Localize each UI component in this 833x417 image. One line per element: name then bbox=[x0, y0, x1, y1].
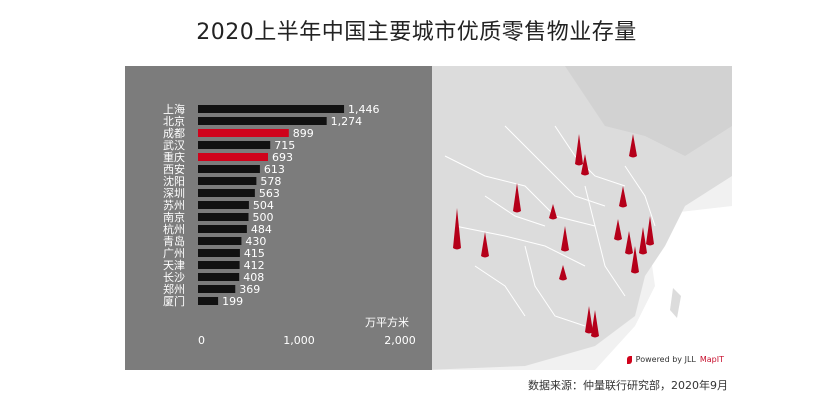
category-label: 杭州 bbox=[163, 222, 185, 236]
bar-panel: 上海 1,446 北京 1,274 成都 899 武汉 715 重庆 693 西安 613 沈阳 578 深… bbox=[125, 66, 432, 370]
value-label: 715 bbox=[274, 139, 295, 152]
category-label: 苏州 bbox=[163, 199, 185, 212]
bar bbox=[198, 189, 255, 197]
city-spike bbox=[619, 186, 627, 208]
chart-figure: 上海 1,446 北京 1,274 成都 899 武汉 715 重庆 693 西安 613 沈阳 578 深… bbox=[125, 66, 732, 370]
city-spike bbox=[559, 265, 567, 281]
bar bbox=[198, 153, 268, 161]
bar bbox=[198, 105, 345, 113]
city-spike bbox=[614, 219, 622, 241]
value-label: 1,446 bbox=[348, 103, 380, 116]
x-tick-label: 2,000 bbox=[384, 334, 416, 347]
province-border bbox=[484, 195, 546, 227]
jll-mark-icon bbox=[626, 355, 632, 364]
category-label: 深圳 bbox=[163, 187, 185, 200]
bar-chart: 上海 1,446 北京 1,274 成都 899 武汉 715 重庆 693 西安 613 沈阳 578 深… bbox=[163, 102, 416, 347]
city-spike bbox=[453, 208, 461, 250]
category-label: 天津 bbox=[163, 259, 185, 272]
value-label: 504 bbox=[253, 199, 274, 212]
bar bbox=[198, 201, 249, 209]
city-spike bbox=[585, 306, 593, 334]
china-map bbox=[425, 66, 732, 370]
map-credit: Powered by JLL MapIT bbox=[626, 355, 724, 364]
bar bbox=[198, 261, 240, 269]
category-label: 武汉 bbox=[163, 139, 185, 152]
province-border bbox=[504, 125, 606, 207]
value-label: 500 bbox=[253, 211, 274, 224]
province-border bbox=[584, 185, 626, 297]
category-label: 成都 bbox=[163, 127, 185, 140]
city-spike bbox=[581, 154, 589, 176]
city-spike bbox=[549, 204, 557, 220]
bar bbox=[198, 285, 236, 293]
bar bbox=[198, 141, 271, 149]
value-label: 899 bbox=[293, 127, 314, 140]
bar bbox=[198, 117, 327, 125]
city-spike bbox=[625, 231, 633, 255]
northeast-region bbox=[565, 66, 732, 156]
value-label: 412 bbox=[244, 259, 265, 272]
bar bbox=[198, 177, 257, 185]
x-tick-label: 0 bbox=[198, 334, 205, 347]
value-label: 563 bbox=[259, 187, 280, 200]
x-tick-label: 1,000 bbox=[283, 334, 315, 347]
value-label: 415 bbox=[244, 247, 265, 260]
bar bbox=[198, 129, 289, 137]
bar bbox=[198, 213, 249, 221]
category-label: 厦门 bbox=[163, 294, 185, 308]
city-spike bbox=[591, 310, 599, 338]
value-label: 369 bbox=[239, 283, 260, 296]
province-border bbox=[444, 155, 596, 227]
city-spike bbox=[513, 183, 521, 213]
value-label: 408 bbox=[243, 271, 264, 284]
bar bbox=[198, 297, 219, 305]
value-label: 613 bbox=[264, 163, 285, 176]
province-border bbox=[524, 245, 586, 327]
source-note: 数据来源：仲量联行研究部，2020年9月 bbox=[528, 379, 728, 392]
city-spike bbox=[646, 216, 654, 246]
sea-area bbox=[595, 206, 732, 370]
city-spike bbox=[575, 134, 583, 166]
category-label: 西安 bbox=[163, 162, 185, 176]
category-label: 郑州 bbox=[163, 282, 185, 296]
city-spike bbox=[639, 227, 647, 255]
value-label: 484 bbox=[251, 223, 272, 236]
value-label: 199 bbox=[222, 295, 243, 308]
credit-brand: MapIT bbox=[699, 355, 724, 364]
value-label: 1,274 bbox=[331, 115, 363, 128]
value-label: 430 bbox=[245, 235, 266, 248]
value-label: 693 bbox=[272, 151, 293, 164]
province-border bbox=[624, 165, 656, 227]
category-label: 南京 bbox=[163, 210, 185, 224]
category-label: 上海 bbox=[163, 102, 185, 116]
category-label: 重庆 bbox=[163, 150, 185, 164]
category-label: 长沙 bbox=[163, 271, 185, 284]
province-border bbox=[474, 265, 526, 317]
bar bbox=[198, 249, 240, 257]
credit-text: Powered by JLL bbox=[635, 355, 696, 364]
value-label: 578 bbox=[260, 175, 281, 188]
bar bbox=[198, 237, 242, 245]
category-label: 青岛 bbox=[163, 234, 185, 248]
chart-title: 2020上半年中国主要城市优质零售物业存量 bbox=[196, 20, 637, 45]
city-spike bbox=[629, 134, 637, 158]
category-label: 北京 bbox=[163, 114, 185, 128]
bar bbox=[198, 273, 240, 281]
city-spike bbox=[481, 232, 489, 258]
city-spike bbox=[631, 246, 639, 274]
province-border bbox=[454, 225, 586, 267]
bar bbox=[198, 165, 260, 173]
category-label: 广州 bbox=[163, 247, 185, 260]
category-label: 沈阳 bbox=[163, 174, 185, 188]
city-spike bbox=[561, 226, 569, 252]
unit-label: 万平方米 bbox=[365, 316, 409, 329]
taiwan-island bbox=[670, 288, 681, 318]
bar bbox=[198, 225, 247, 233]
china-land bbox=[425, 66, 732, 370]
